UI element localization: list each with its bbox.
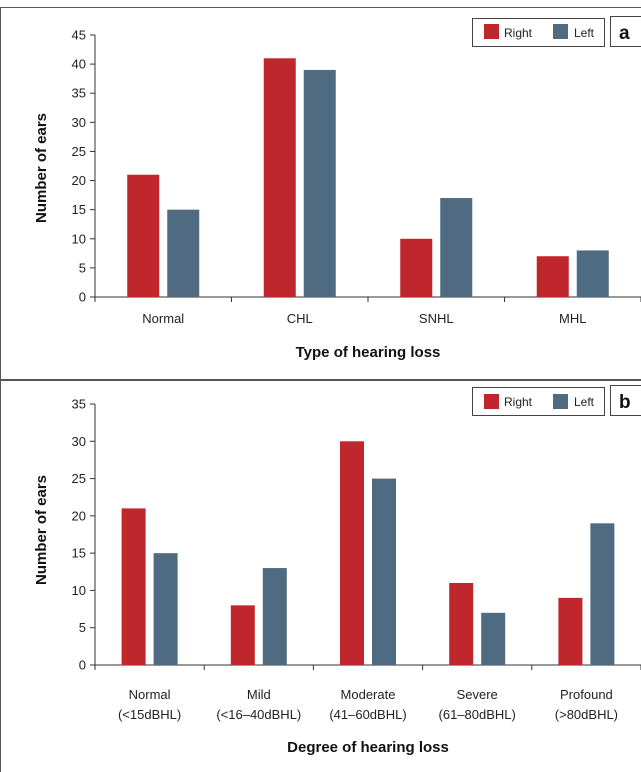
panel-a-legend: Right Left	[472, 18, 605, 47]
bar-right	[558, 597, 583, 665]
bar-left	[590, 523, 615, 665]
y-tick-label: 35	[72, 397, 86, 412]
bar-right	[263, 58, 296, 298]
x-tick-label: Mild	[247, 687, 271, 702]
x-tick-label: (>80dBHL)	[555, 707, 618, 722]
y-tick-label: 15	[72, 202, 86, 217]
panel-a-y-axis-title: Number of ears	[33, 113, 50, 223]
y-tick-label: 25	[72, 144, 86, 159]
x-tick-label: SNHL	[419, 311, 454, 326]
legend-a-right-label: Right	[504, 26, 533, 40]
x-tick-label: Moderate	[341, 687, 396, 702]
x-tick-label: Severe	[457, 687, 498, 702]
bar-left	[372, 478, 396, 665]
bar-left	[576, 250, 609, 297]
y-tick-label: 30	[72, 115, 86, 130]
x-tick-label: (61–80dBHL)	[439, 707, 516, 722]
panel-b-x-axis-title: Degree of hearing loss	[287, 739, 449, 756]
y-tick-label: 15	[72, 546, 86, 561]
panel-b-y-axis-title: Number of ears	[33, 475, 50, 585]
y-tick-label: 10	[72, 583, 86, 598]
panel-a: a Right Left 0 5 10 15 20 25 30 35 40 45 Normal CHL…	[0, 7, 641, 380]
y-tick-label: 30	[72, 434, 86, 449]
y-tick-label: 5	[79, 620, 86, 635]
x-tick-label: (<15dBHL)	[118, 707, 181, 722]
x-tick-label: Normal	[142, 311, 184, 326]
y-tick-label: 25	[72, 471, 86, 486]
legend-b-left-label: Left	[574, 395, 595, 409]
panel-b-frame	[0, 380, 641, 772]
y-tick-label: 0	[79, 290, 86, 305]
panel-a-x-axis-title: Type of hearing loss	[296, 344, 441, 361]
bar-left	[262, 568, 287, 665]
panel-b-letter: b	[619, 392, 631, 413]
y-tick-label: 5	[79, 260, 86, 275]
bar-left	[153, 553, 178, 665]
panel-a-letter: a	[619, 23, 630, 44]
panel-b: b Right Left 0 5 10 15 20 25 30 35 Normal (<15dBH…	[0, 380, 641, 772]
legend-a-left-label: Left	[574, 26, 595, 40]
y-tick-label: 35	[72, 86, 86, 101]
legend-b-right-label: Right	[504, 395, 533, 409]
panel-b-plot: 0 5 10 15 20 25 30 35 Normal (<15dBHL) Mild (<16–40…	[72, 397, 641, 722]
panel-a-plot: 0 5 10 15 20 25 30 35 40 45 Normal CHL SNHL MHL	[72, 28, 641, 326]
bar-right	[340, 441, 364, 665]
y-tick-label: 20	[72, 173, 86, 188]
bar-right	[121, 508, 146, 665]
x-tick-label: MHL	[559, 311, 586, 326]
y-tick-label: 40	[72, 57, 86, 72]
x-tick-label: (<16–40dBHL)	[216, 707, 301, 722]
legend-a-right-swatch	[484, 24, 499, 39]
bar-right	[449, 582, 474, 665]
y-tick-label: 20	[72, 508, 86, 523]
panel-a-letter-box	[610, 16, 641, 47]
y-tick-label: 0	[79, 658, 86, 673]
bar-left	[481, 612, 506, 665]
x-tick-label: CHL	[287, 311, 313, 326]
panel-b-letter-box	[610, 385, 641, 416]
bar-right	[127, 174, 160, 297]
y-tick-label: 45	[72, 28, 86, 43]
panel-b-legend: Right Left	[472, 387, 605, 416]
legend-b-right-swatch	[484, 394, 499, 409]
y-tick-label: 10	[72, 231, 86, 246]
bar-right	[536, 256, 569, 297]
x-tick-label: Normal	[129, 687, 171, 702]
bar-right	[230, 605, 255, 665]
legend-a-left-swatch	[553, 24, 568, 39]
bar-left	[303, 69, 336, 297]
bar-left	[167, 209, 200, 297]
x-tick-label: Profound	[560, 687, 613, 702]
x-tick-label: (41–60dBHL)	[329, 707, 406, 722]
bar-right	[400, 238, 433, 297]
legend-b-left-swatch	[553, 394, 568, 409]
panel-a-frame	[0, 7, 641, 380]
bar-left	[440, 198, 473, 297]
